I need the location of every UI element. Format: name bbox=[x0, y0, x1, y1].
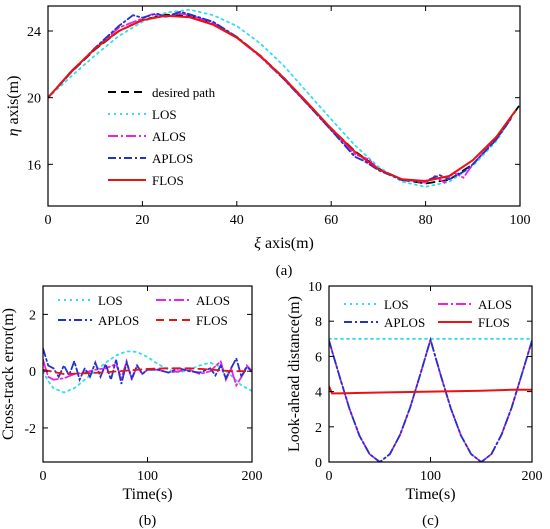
series-group bbox=[329, 336, 532, 462]
x-tick-label: 0 bbox=[45, 213, 52, 228]
legend-label: FLOS bbox=[478, 315, 510, 330]
x-tick-label: 100 bbox=[137, 469, 158, 484]
legend: LOS ALOS APLOS FLOS bbox=[58, 293, 230, 328]
x-tick-label: 200 bbox=[522, 469, 543, 484]
series-line-los bbox=[48, 8, 512, 188]
y-tick-label: 16 bbox=[27, 158, 41, 173]
legend-label: FLOS bbox=[196, 313, 228, 328]
legend-label: APLOS bbox=[152, 151, 193, 166]
x-tick-label: 0 bbox=[40, 469, 47, 484]
legend-label: desired path bbox=[152, 85, 216, 100]
panel-label: (c) bbox=[422, 513, 439, 529]
legend-label: LOS bbox=[98, 293, 123, 308]
legend-label: ALOS bbox=[478, 297, 512, 312]
y-tick-label: 24 bbox=[27, 25, 41, 40]
series-line-flos bbox=[48, 14, 517, 183]
series-line-aplos bbox=[329, 336, 532, 462]
y-axis-label: Look-ahead distance(m) bbox=[286, 296, 303, 452]
series-line-alos bbox=[48, 12, 512, 184]
y-tick-label: 20 bbox=[27, 92, 41, 107]
legend-label: LOS bbox=[152, 107, 177, 122]
panel-label: (b) bbox=[139, 513, 157, 529]
x-tick-label: 100 bbox=[510, 213, 531, 228]
series-line-desired-path bbox=[48, 13, 520, 185]
series-line-aplos bbox=[43, 347, 252, 385]
panel-b-cross-track-chart: 0 100 200 -2 0 2 Time(s) Cross-track error(m) (b… bbox=[0, 285, 263, 529]
x-tick-label: 0 bbox=[326, 469, 333, 484]
panel-label: (a) bbox=[276, 263, 293, 279]
y-tick-label: 4 bbox=[315, 386, 322, 401]
plot-frame bbox=[47, 5, 521, 207]
y-tick-label: 2 bbox=[315, 421, 322, 436]
legend-label: FLOS bbox=[152, 173, 184, 188]
legend-label: APLOS bbox=[384, 315, 425, 330]
legend-label: LOS bbox=[384, 297, 409, 312]
y-tick-label: -2 bbox=[24, 422, 36, 437]
legend: LOS ALOS APLOS FLOS bbox=[344, 297, 512, 330]
legend: desired path LOS ALOS APLOS FLOS bbox=[108, 85, 216, 188]
legend-label: APLOS bbox=[98, 313, 139, 328]
x-axis-symbol: ξ bbox=[254, 235, 261, 252]
x-tick-label: 100 bbox=[420, 469, 441, 484]
series-line-flos bbox=[43, 367, 252, 375]
y-axis-symbol: η bbox=[5, 128, 22, 136]
x-tick-label: 60 bbox=[324, 213, 338, 228]
x-axis-text: axis(m) bbox=[261, 235, 314, 252]
x-tick-label: 20 bbox=[135, 213, 149, 228]
y-axis-label: Cross-track error(m) bbox=[0, 308, 17, 440]
series-line-alos bbox=[329, 336, 532, 462]
y-tick-label: 0 bbox=[315, 456, 322, 471]
x-tick-label: 40 bbox=[230, 213, 244, 228]
x-axis-label: Time(s) bbox=[122, 486, 172, 503]
y-tick-label: 10 bbox=[308, 280, 322, 295]
x-tick-label: 200 bbox=[242, 469, 263, 484]
y-tick-label: 0 bbox=[29, 365, 36, 380]
series-group bbox=[48, 8, 520, 188]
series-line-los bbox=[43, 350, 252, 394]
x-axis-label: Time(s) bbox=[405, 486, 455, 503]
y-axis-label: η axis(m) bbox=[5, 76, 22, 137]
x-axis-label: ξ axis(m) bbox=[254, 235, 314, 252]
series-line-flos bbox=[329, 385, 532, 395]
y-tick-label: 2 bbox=[29, 308, 36, 323]
y-tick-label: 8 bbox=[315, 315, 322, 330]
y-tick-label: 6 bbox=[315, 350, 322, 365]
y-axis-text: axis(m) bbox=[5, 76, 22, 129]
x-tick-label: 80 bbox=[419, 213, 433, 228]
panel-c-look-ahead-chart: 0 100 200 0 2 4 6 8 10 Time(s) Look-ahead distance… bbox=[286, 280, 543, 529]
legend-label: ALOS bbox=[152, 129, 186, 144]
series-group bbox=[43, 347, 252, 394]
legend-label: ALOS bbox=[196, 293, 230, 308]
